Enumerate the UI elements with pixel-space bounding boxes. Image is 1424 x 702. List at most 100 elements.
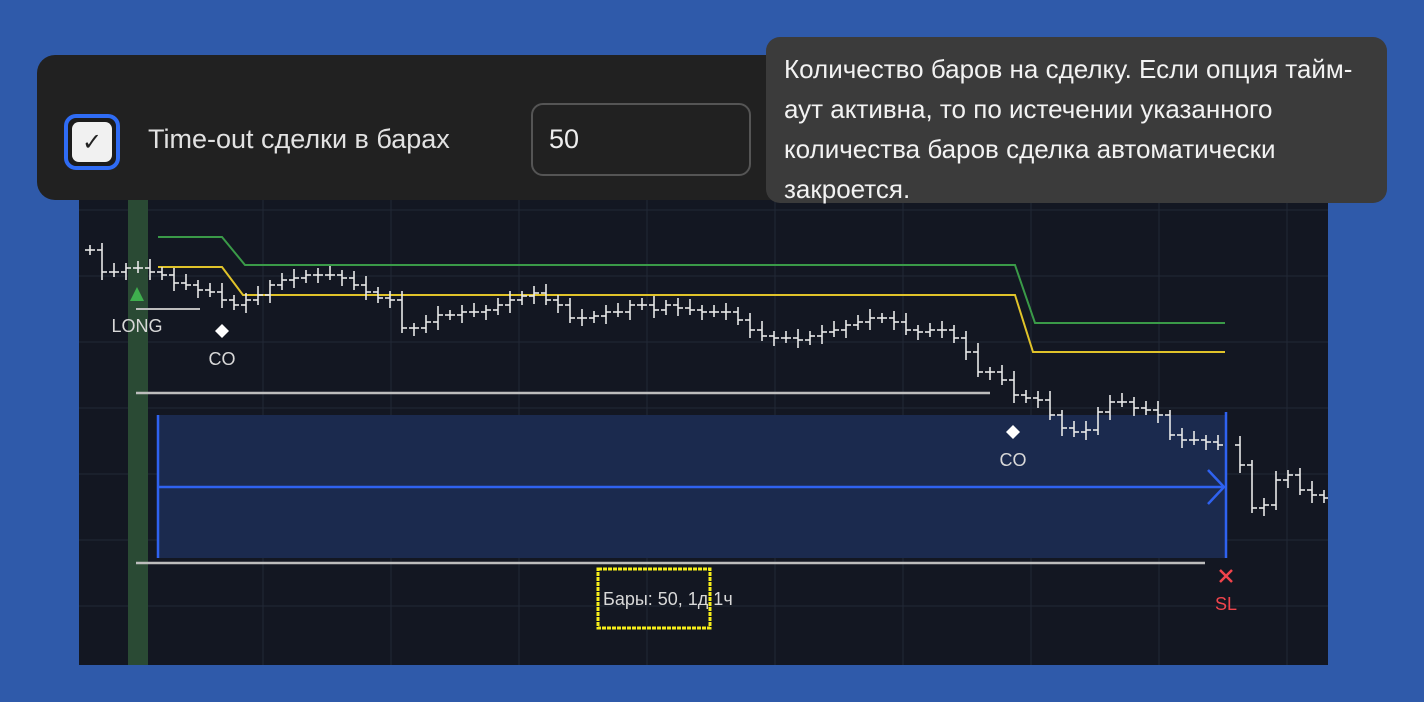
price-bar <box>1259 498 1269 516</box>
price-bar <box>997 365 1007 385</box>
price-bar <box>1235 436 1245 473</box>
price-bar <box>673 298 683 316</box>
price-bar <box>805 331 815 345</box>
price-bar <box>937 321 947 338</box>
price-bar <box>433 306 443 330</box>
price-bar <box>289 269 299 288</box>
price-bar <box>253 286 263 305</box>
timeout-label: Time-out сделки в барах <box>148 124 450 154</box>
price-bar <box>373 287 383 303</box>
sl-label: SL <box>1214 594 1238 614</box>
price-bar <box>985 367 995 380</box>
price-bar <box>1165 410 1175 440</box>
price-bar <box>1045 391 1055 420</box>
price-bar <box>877 313 887 323</box>
price-bar <box>181 274 191 290</box>
price-bar <box>1307 481 1317 503</box>
price-bar <box>481 305 491 320</box>
timeout-checkbox[interactable]: ✓ <box>64 114 120 170</box>
price-bar <box>493 298 503 315</box>
price-bar <box>349 271 359 290</box>
price-bar <box>697 305 707 320</box>
price-bar <box>889 311 899 330</box>
price-bar <box>829 321 839 337</box>
price-bar <box>949 325 959 343</box>
price-bar <box>421 315 431 333</box>
price-bar <box>961 331 971 360</box>
price-bar <box>1189 431 1199 445</box>
price-bar <box>913 325 923 340</box>
price-bar <box>277 273 287 290</box>
price-bar <box>1105 395 1115 420</box>
price-bar <box>613 303 623 317</box>
price-bar <box>553 295 563 313</box>
price-bar <box>853 315 863 330</box>
price-bar <box>973 343 983 377</box>
price-bar <box>205 283 215 297</box>
price-bar <box>625 300 635 320</box>
price-chart[interactable]: LONG CO CO SL Бары: 50, 1д 1ч <box>79 190 1328 665</box>
price-bar <box>1295 468 1305 495</box>
chart-canvas <box>79 190 1328 665</box>
co-diamond-icon <box>215 324 229 338</box>
price-bar <box>517 291 527 305</box>
price-bar <box>397 291 407 333</box>
price-bar <box>817 325 827 344</box>
price-bar <box>733 307 743 325</box>
price-bar <box>217 283 227 308</box>
price-bar <box>1081 421 1091 440</box>
price-bar <box>313 268 323 283</box>
price-bar <box>265 280 275 303</box>
price-bar <box>457 305 467 323</box>
price-bar <box>565 298 575 323</box>
price-bar <box>1153 401 1163 423</box>
bars-highlight-box <box>596 567 712 630</box>
price-bar <box>97 243 107 280</box>
price-bar <box>1069 421 1079 437</box>
arrowhead-icon <box>1207 469 1226 505</box>
price-bar <box>1319 490 1328 503</box>
price-bar <box>193 280 203 298</box>
price-bar <box>709 305 719 317</box>
price-bar <box>721 303 731 320</box>
price-bar <box>1117 393 1127 407</box>
price-bar <box>1201 435 1211 450</box>
price-bar <box>409 323 419 336</box>
timeout-bars-input[interactable] <box>531 103 751 176</box>
price-bar <box>577 309 587 326</box>
price-bar <box>769 331 779 346</box>
price-bar <box>1033 391 1043 408</box>
price-bar <box>361 276 371 300</box>
price-bar <box>121 263 131 280</box>
price-bar <box>589 311 599 323</box>
co-label: CO <box>208 349 236 369</box>
tooltip: Количество баров на сделку. Если опция т… <box>766 37 1387 204</box>
price-bar <box>325 266 335 280</box>
long-label: LONG <box>111 316 163 336</box>
price-bar <box>157 267 167 280</box>
long-entry-triangle-icon <box>130 287 144 301</box>
price-bar <box>469 303 479 317</box>
price-bar <box>169 268 179 291</box>
price-bar <box>793 329 803 348</box>
price-bar <box>1247 460 1257 513</box>
price-bar <box>1177 428 1187 448</box>
price-bar <box>1271 471 1281 510</box>
price-bar <box>133 261 143 273</box>
price-bar <box>757 321 767 341</box>
price-bar <box>1009 371 1019 403</box>
price-bar <box>505 291 515 313</box>
price-bar <box>541 284 551 305</box>
price-bar <box>901 313 911 335</box>
price-bar <box>85 245 95 255</box>
co-diamond-icon <box>1006 425 1020 439</box>
price-bar <box>1141 401 1151 415</box>
price-bar <box>529 286 539 304</box>
price-bar <box>925 323 935 337</box>
price-bar <box>781 331 791 343</box>
checkmark-icon: ✓ <box>72 122 112 162</box>
price-bar <box>745 313 755 338</box>
price-bar <box>241 293 251 313</box>
price-bar <box>661 300 671 315</box>
co-label: CO <box>999 450 1027 470</box>
